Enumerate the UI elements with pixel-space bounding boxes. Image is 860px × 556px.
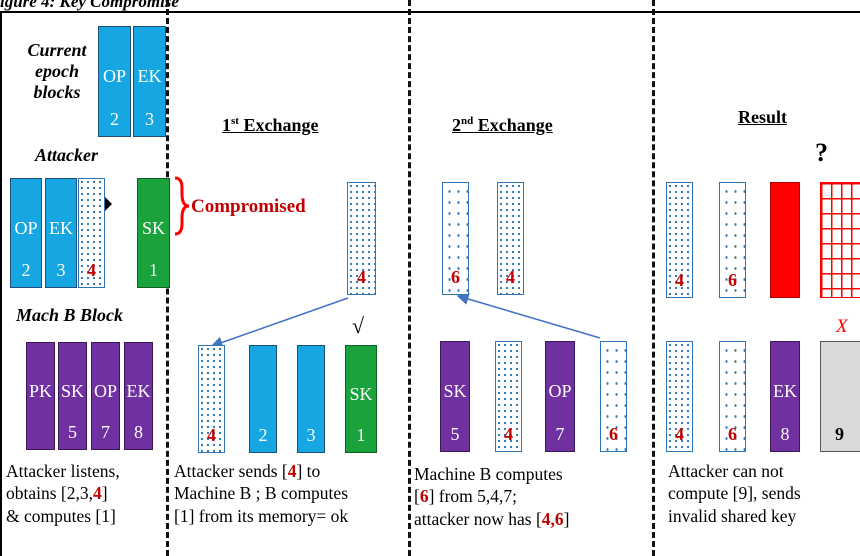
- result-ek-block: EK 8: [770, 341, 800, 452]
- result-missing-block-9: 9: [820, 341, 860, 452]
- current-op-block: OP 2: [98, 26, 131, 137]
- divider-2: [408, 0, 411, 556]
- attacker-sk-block: SK 1: [137, 178, 170, 288]
- machb-ek-block: EK 8: [124, 342, 153, 450]
- result-bottom-block-4: 4: [666, 341, 693, 452]
- attacker-ek-block: EK 3: [45, 178, 77, 288]
- result-unknown-block: [820, 182, 860, 298]
- exchange2-op-block: OP 7: [545, 341, 575, 452]
- panel2-caption: Attacker sends [4] to Machine B ; B comp…: [174, 461, 349, 526]
- brace-icon: [174, 176, 190, 236]
- frame-left-border: [0, 11, 2, 556]
- exchange2-computed-block-6: 6: [600, 341, 627, 452]
- machb-pk-block: PK: [26, 342, 55, 450]
- machb-label: Mach B Block: [16, 305, 124, 325]
- result-bottom-block-6: 6: [719, 341, 746, 452]
- machb-op-block: OP 7: [91, 342, 120, 450]
- exchange1-sk-block: SK 1: [345, 345, 377, 453]
- attacker-captured-block: 4: [78, 178, 105, 288]
- machb-sk-block: SK 5: [58, 342, 87, 450]
- exchange2-bottom-block-4: 4: [495, 341, 522, 452]
- current-epoch-label: Current epoch blocks: [27, 40, 87, 102]
- panel3-caption: Machine B computes [6] from 5,4,7; attac…: [414, 464, 570, 529]
- panel2-header: 1st Exchange: [222, 115, 319, 135]
- question-icon: ?: [815, 138, 828, 167]
- result-red-block: [770, 182, 800, 298]
- current-ek-block: EK 3: [133, 26, 166, 137]
- check-icon: √: [352, 313, 365, 338]
- x-mark-icon: X: [836, 316, 848, 337]
- arrow-exchange-2: [456, 293, 601, 339]
- exchange2-block-4: 4: [497, 182, 524, 295]
- panel3-header: 2nd Exchange: [452, 115, 553, 135]
- panel4-caption: Attacker can not compute [9], sends inva…: [668, 461, 801, 526]
- attacker-label: Attacker: [35, 145, 98, 165]
- exchange1-block-2: 2: [249, 345, 277, 453]
- result-block-4: 4: [666, 182, 693, 298]
- exchange1-block-3: 3: [297, 345, 325, 453]
- panel4-header: Result: [738, 107, 787, 127]
- frame-top-border: [0, 11, 860, 13]
- divider-3: [652, 0, 655, 556]
- arrow-exchange-1: [210, 297, 349, 349]
- panel1-caption: Attacker listens, obtains [2,3,4] & comp…: [6, 461, 120, 526]
- figure-title: igure 4: Key Compromise: [0, 0, 179, 11]
- attacker-op-block: OP 2: [10, 178, 42, 288]
- exchange2-sk-block: SK 5: [440, 341, 470, 452]
- exchange1-sent-block: 4: [347, 182, 376, 295]
- result-block-6: 6: [719, 182, 746, 298]
- exchange1-block-4: 4: [198, 345, 225, 453]
- compromised-label: Compromised: [191, 196, 306, 217]
- exchange2-block-6: 6: [442, 182, 469, 295]
